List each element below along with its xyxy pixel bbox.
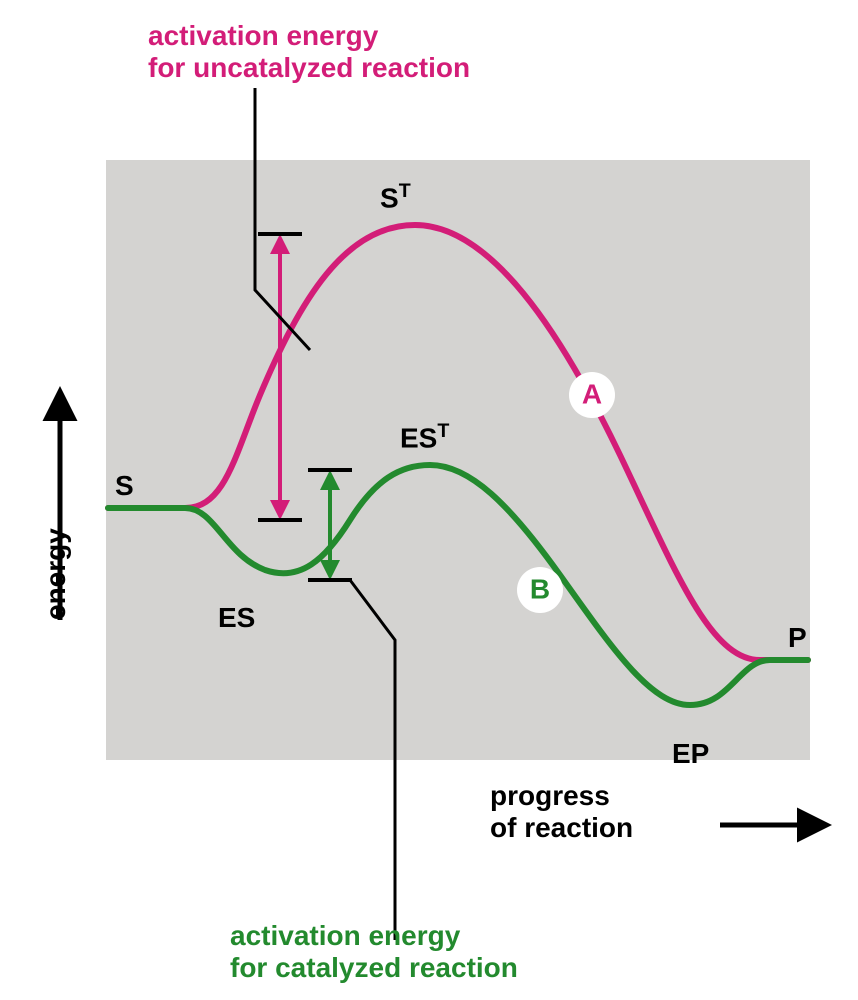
label-sup: T <box>399 180 411 202</box>
badge-b: B <box>517 567 563 613</box>
badge-a: A <box>569 372 615 418</box>
title-uncatalyzed: activation energy for uncatalyzed reacti… <box>148 20 470 84</box>
label-base: ES <box>400 422 437 453</box>
point-label-es: ES <box>218 602 255 634</box>
y-axis-label: energy <box>40 528 72 620</box>
x-axis-label: progress of reaction <box>490 780 633 844</box>
label-sup: T <box>437 420 449 442</box>
svg-text:A: A <box>582 378 602 409</box>
svg-text:B: B <box>530 573 550 604</box>
plot-background <box>106 160 810 760</box>
title-line: for uncatalyzed reaction <box>148 52 470 84</box>
axis-label-line: of reaction <box>490 812 633 844</box>
title-line: activation energy <box>148 20 470 52</box>
point-label-st: ST <box>380 180 411 215</box>
point-label-p: P <box>788 622 807 654</box>
title-catalyzed: activation energy for catalyzed reaction <box>230 920 518 984</box>
title-line: activation energy <box>230 920 518 952</box>
axis-label-line: progress <box>490 780 633 812</box>
point-label-ep: EP <box>672 738 709 770</box>
point-label-s: S <box>115 470 134 502</box>
title-line: for catalyzed reaction <box>230 952 518 984</box>
point-label-est: EST <box>400 420 449 455</box>
label-base: S <box>380 182 399 213</box>
